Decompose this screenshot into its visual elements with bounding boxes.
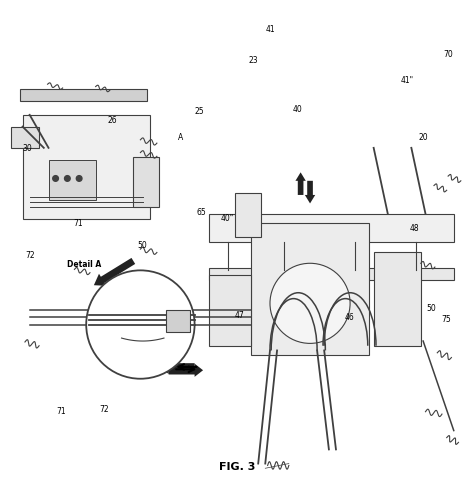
Text: 65: 65 xyxy=(197,208,207,217)
Circle shape xyxy=(64,176,70,181)
FancyBboxPatch shape xyxy=(235,193,261,237)
FancyArrow shape xyxy=(160,361,195,374)
FancyBboxPatch shape xyxy=(209,275,251,346)
Text: 30: 30 xyxy=(23,144,33,153)
Text: 47: 47 xyxy=(235,311,244,319)
Circle shape xyxy=(53,176,58,181)
Text: 71: 71 xyxy=(73,219,82,228)
Text: 75: 75 xyxy=(137,341,146,349)
Text: 40": 40" xyxy=(221,214,234,223)
FancyBboxPatch shape xyxy=(209,214,454,242)
Text: 40: 40 xyxy=(292,105,302,114)
Circle shape xyxy=(76,176,82,181)
Text: 23: 23 xyxy=(249,56,258,65)
Text: 72: 72 xyxy=(26,251,36,260)
FancyArrow shape xyxy=(94,258,135,286)
Text: 71: 71 xyxy=(56,407,65,416)
FancyBboxPatch shape xyxy=(209,268,454,280)
FancyBboxPatch shape xyxy=(48,159,96,200)
Text: 70: 70 xyxy=(443,50,453,59)
Text: Detail A: Detail A xyxy=(67,260,101,269)
Text: 50: 50 xyxy=(137,241,146,250)
Text: 41": 41" xyxy=(401,76,414,86)
FancyBboxPatch shape xyxy=(251,223,369,355)
FancyArrow shape xyxy=(295,173,306,195)
Circle shape xyxy=(270,263,350,344)
Text: 25: 25 xyxy=(125,280,134,289)
Text: 41: 41 xyxy=(265,25,275,34)
Text: 72: 72 xyxy=(99,405,109,414)
Text: 25: 25 xyxy=(194,107,204,116)
FancyArrow shape xyxy=(169,364,203,377)
Text: 60: 60 xyxy=(137,353,146,362)
FancyBboxPatch shape xyxy=(133,157,159,207)
Circle shape xyxy=(86,270,195,379)
FancyBboxPatch shape xyxy=(23,115,150,218)
Text: 75: 75 xyxy=(441,315,451,324)
FancyBboxPatch shape xyxy=(11,127,39,148)
FancyBboxPatch shape xyxy=(374,252,421,346)
Text: 26: 26 xyxy=(107,116,117,125)
Text: FIG. 3: FIG. 3 xyxy=(219,462,255,472)
Text: 20: 20 xyxy=(419,133,428,142)
Text: 48: 48 xyxy=(410,224,419,233)
FancyBboxPatch shape xyxy=(20,89,147,101)
FancyArrow shape xyxy=(305,181,315,203)
Text: A: A xyxy=(178,133,183,142)
Text: 46: 46 xyxy=(344,313,354,322)
FancyBboxPatch shape xyxy=(166,310,190,331)
Text: 50: 50 xyxy=(426,304,436,313)
